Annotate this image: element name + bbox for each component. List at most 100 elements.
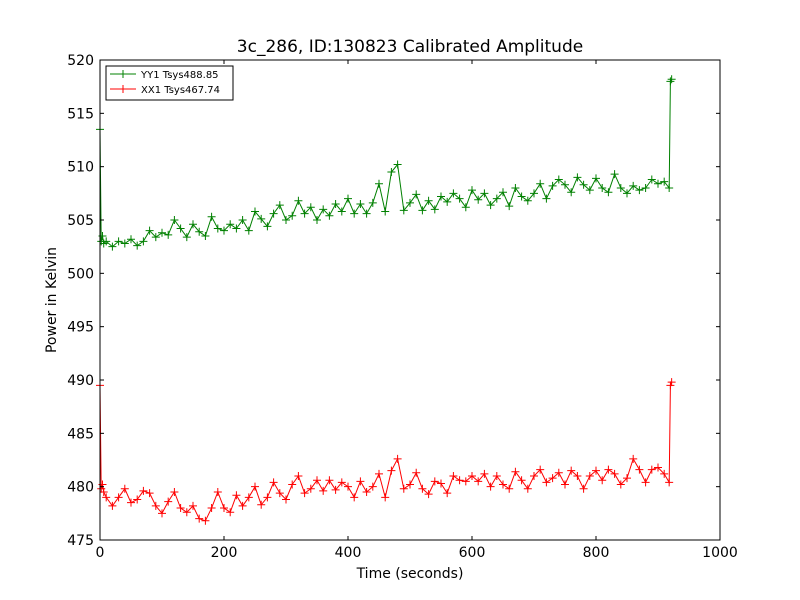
point-1-75: [542, 478, 551, 487]
point-0-64: [474, 195, 483, 204]
x-tick-label-1: 200: [211, 545, 238, 561]
x-tick-label-4: 800: [583, 545, 610, 561]
point-1-39: [319, 486, 328, 495]
point-0-37: [306, 203, 315, 212]
point-1-72: [523, 484, 532, 493]
point-1-92: [647, 465, 656, 474]
point-0-90: [635, 186, 644, 195]
point-1-74: [536, 465, 545, 474]
point-0-6: [114, 237, 123, 246]
point-0-58: [437, 192, 445, 201]
point-1-36: [300, 489, 309, 498]
point-0-74: [536, 179, 545, 188]
point-1-77: [554, 468, 563, 477]
point-0-73: [530, 189, 538, 198]
point-0-61: [455, 194, 464, 203]
plot-frame: [99, 59, 721, 541]
point-1-95: [665, 478, 674, 487]
point-1-28: [251, 482, 259, 491]
point-0-78: [561, 180, 569, 189]
point-0-17: [182, 233, 191, 242]
point-0-77: [554, 175, 563, 184]
point-0-40: [325, 211, 334, 220]
point-0-5: [108, 242, 117, 251]
point-1-66: [486, 482, 495, 491]
point-0-59: [443, 197, 452, 206]
point-0-94: [660, 177, 669, 186]
point-1-91: [641, 478, 650, 487]
point-1-87: [616, 480, 625, 489]
point-1-4: [102, 493, 111, 502]
point-0-85: [604, 188, 613, 197]
point-0-48: [375, 179, 383, 188]
point-0-88: [623, 189, 631, 198]
point-1-70: [511, 467, 520, 476]
x-tick-label-5: 1000: [702, 545, 738, 561]
point-1-94: [660, 469, 669, 478]
point-1-32: [275, 489, 284, 498]
point-0-56: [424, 196, 433, 205]
point-1-44: [350, 493, 359, 502]
point-1-6: [114, 493, 123, 502]
point-1-54: [412, 468, 421, 477]
point-0-71: [517, 192, 526, 201]
point-0-19: [195, 227, 204, 236]
point-1-88: [623, 474, 631, 483]
point-0-28: [251, 207, 259, 216]
point-1-43: [344, 482, 352, 491]
point-1-59: [443, 489, 452, 498]
point-0-21: [207, 212, 216, 221]
point-1-34: [288, 480, 297, 489]
point-1-61: [455, 476, 464, 485]
point-0-16: [176, 224, 185, 233]
point-1-45: [356, 477, 365, 486]
point-0-68: [499, 188, 507, 197]
point-1-82: [585, 472, 594, 480]
point-1-73: [530, 472, 538, 480]
legend-marker-1: [119, 85, 127, 93]
point-0-65: [480, 189, 489, 198]
point-0-9: [133, 241, 142, 250]
point-1-46: [362, 488, 371, 496]
point-1-79: [567, 466, 576, 475]
point-1-11: [145, 489, 154, 498]
plot-area: [96, 75, 676, 525]
point-0-26: [238, 216, 247, 224]
point-1-10: [139, 486, 148, 495]
point-1-24: [226, 508, 235, 517]
point-0-46: [362, 209, 371, 218]
point-1-25: [232, 491, 241, 500]
point-1-80: [573, 472, 582, 480]
point-0-66: [486, 201, 495, 210]
point-1-65: [480, 469, 489, 478]
point-0-70: [511, 184, 520, 192]
point-1-47: [368, 482, 377, 491]
point-0-83: [592, 174, 600, 183]
point-1-7: [120, 484, 129, 493]
point-0-76: [548, 181, 557, 190]
point-1-21: [207, 504, 216, 512]
x-tick-label-2: 400: [335, 545, 362, 561]
point-1-84: [598, 476, 607, 485]
point-1-53: [406, 480, 414, 489]
point-0-33: [282, 216, 290, 224]
point-0-8: [127, 235, 135, 244]
point-1-40: [325, 476, 334, 485]
legend-box: [105, 65, 234, 101]
point-0-81: [579, 180, 588, 189]
point-1-60: [449, 472, 458, 480]
point-0-62: [461, 203, 470, 212]
point-1-17: [182, 508, 191, 517]
y-axis-label: Power in Kelvin: [44, 247, 60, 353]
point-1-63: [468, 472, 476, 480]
point-0-97: [667, 75, 676, 84]
series-line-1: [99, 381, 673, 522]
point-1-93: [654, 463, 662, 472]
series-0: [96, 75, 676, 251]
point-1-86: [610, 469, 619, 478]
point-0-20: [201, 232, 210, 240]
point-0-30: [263, 222, 272, 231]
point-1-12: [151, 501, 160, 510]
point-1-56: [424, 490, 433, 499]
y-tick-label-5: 500: [67, 266, 94, 282]
